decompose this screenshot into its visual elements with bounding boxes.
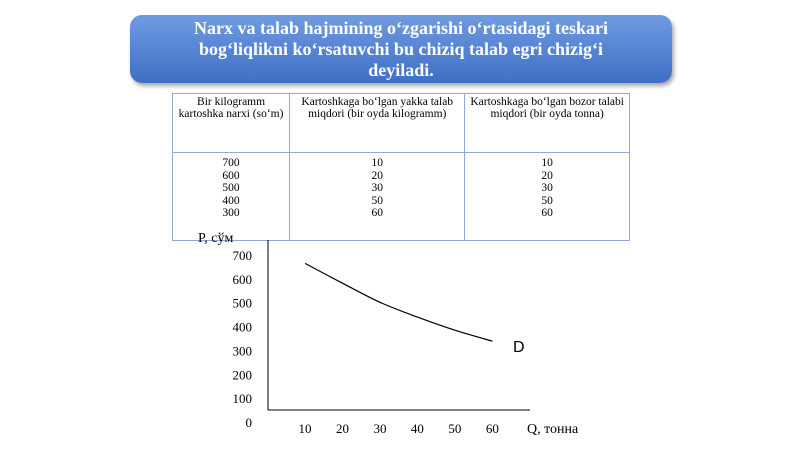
cell-value: 50 — [371, 194, 383, 207]
y-axis-label: P, сўм — [198, 231, 233, 246]
x-tick-label: 10 — [299, 421, 312, 436]
cell-value: 600 — [222, 169, 240, 182]
cell-value: 500 — [222, 182, 240, 195]
cell-value: 300 — [222, 207, 240, 220]
x-tick-label: 60 — [486, 421, 499, 436]
x-tick-label: 50 — [448, 421, 461, 436]
x-axis-label: Q, тонна — [527, 422, 579, 437]
cell-value: 30 — [541, 182, 553, 195]
x-tick-label: 40 — [411, 421, 424, 436]
cell-value: 400 — [222, 194, 240, 207]
cell-value: 50 — [541, 194, 553, 207]
y-tick-label: 300 — [233, 343, 253, 358]
title: Narx va talab hajmining o‘zgarishi o‘rta… — [194, 17, 608, 80]
column-header: Kartoshkaga bo‘lgan bozor talabi miqdori… — [464, 93, 630, 153]
table-cell: 700 600 500 400 300 — [171, 152, 291, 241]
cell-value: 10 — [371, 157, 383, 169]
body-row: 700 600 500 400 300 10 20 30 50 60 10 20 30 50 60 — [171, 152, 630, 241]
cell-value: 60 — [541, 207, 553, 220]
data-table: Bir kilogramm kartoshka narxi (so‘m) Kart… — [171, 93, 630, 241]
y-tick-label: 700 — [233, 248, 253, 263]
x-tick-label: 20 — [336, 421, 349, 436]
y-tick-label: 100 — [233, 391, 253, 406]
column-header: Bir kilogramm kartoshka narxi (so‘m) — [171, 93, 291, 153]
header-row: Bir kilogramm kartoshka narxi (so‘m) Kart… — [171, 93, 630, 153]
y-tick-label: 600 — [233, 272, 253, 287]
y-tick-label: 0 — [246, 415, 253, 430]
cell-value: 30 — [371, 182, 383, 195]
y-tick-label: 200 — [233, 367, 253, 382]
cell-value: 10 — [541, 157, 553, 169]
cell-value: 20 — [541, 169, 553, 182]
title-banner: Narx va talab hajmining o‘zgarishi o‘rta… — [130, 15, 672, 83]
curve-label: D — [513, 339, 525, 356]
x-tick-label: 30 — [373, 421, 386, 436]
table-cell: 10 20 30 50 60 — [289, 152, 466, 241]
cell-value: 700 — [222, 157, 240, 169]
table-cell: 10 20 30 50 60 — [464, 152, 630, 241]
cell-value: 20 — [371, 169, 383, 182]
y-tick-label: 500 — [233, 296, 253, 311]
y-tick-label: 400 — [233, 320, 253, 335]
cell-value: 60 — [371, 207, 383, 220]
demand-curve — [304, 262, 493, 342]
